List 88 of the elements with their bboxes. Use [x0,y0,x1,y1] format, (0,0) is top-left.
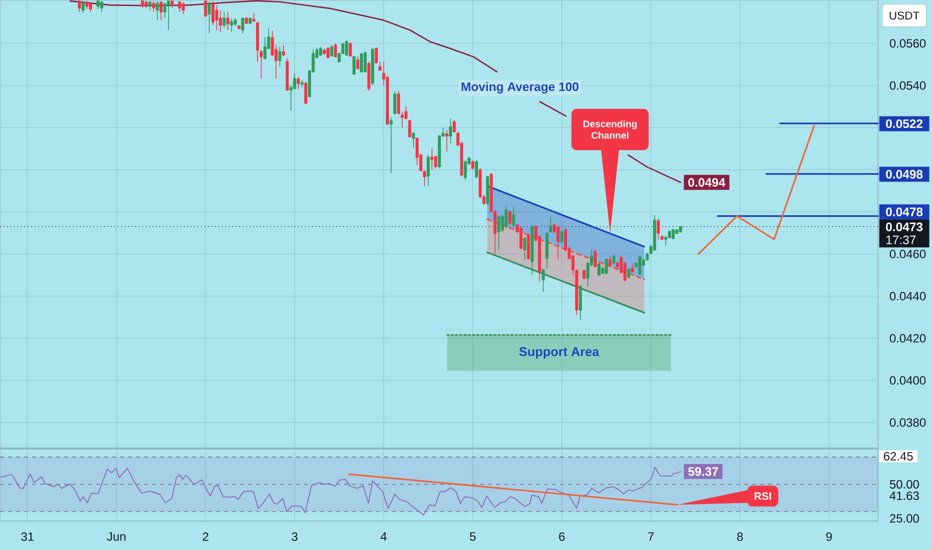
candlestick [448,118,452,144]
candlestick [530,224,534,276]
candlestick [672,228,675,240]
candlestick [656,218,660,241]
candlestick [215,4,218,31]
candlestick [497,214,500,250]
candlestick [578,284,582,320]
series-label: Moving Average 100 [462,82,578,94]
annotation: Descending Channel [584,120,637,139]
candlestick [630,262,634,273]
ref-line-label: 0.0473 [886,222,923,232]
candlestick [330,44,334,58]
candlestick [679,226,682,234]
y-axis-title: USDT [890,12,920,20]
candlestick [523,236,526,260]
x-tick-label: 9 [826,532,832,541]
x-tick-label: 7 [648,532,654,541]
x-tick-label: 5 [470,532,476,541]
candlestick [252,12,256,22]
candlestick [278,46,282,68]
data-label: 0.0498 [886,170,923,179]
candlestick [345,40,348,56]
y-tick-label: 0.0400 [890,376,926,385]
candlestick [296,76,300,90]
candlestick [474,160,478,179]
y-tick-label: 0.0540 [890,81,926,90]
candlestick [356,56,360,70]
text: 62.45 [884,452,913,461]
candlestick [230,18,234,32]
candlestick [653,214,656,252]
annotation: RSI [754,492,771,500]
candlestick [504,206,508,229]
candlestick [226,12,230,31]
candlestick [204,0,208,18]
candlestick [608,256,612,266]
candlestick [334,42,337,58]
candlestick [526,232,530,260]
y-tick-label: 41.63 [890,491,919,500]
candlestick [556,226,560,260]
candlestick [319,46,322,56]
x-tick-label: 6 [559,532,565,541]
candlestick [542,268,545,292]
candlestick [300,80,304,88]
x-tick-label: Jun [107,532,126,541]
y-tick-label: 0.0380 [890,418,926,427]
data-label: 59.37 [688,467,718,476]
data-label: 0.0494 [688,178,726,187]
candlestick [222,12,226,28]
x-tick-label: 3 [292,532,298,541]
candlestick [512,206,516,226]
y-tick-label: 25.00 [890,514,919,523]
candlestick [627,268,630,279]
candlestick [208,0,211,34]
candlestick [426,154,430,186]
candlestick [326,46,330,59]
x-tick-label: 2 [202,532,208,541]
candlestick [464,160,467,180]
candlestick [367,61,370,92]
candlestick [597,262,600,276]
series-label: Support Area [519,347,600,359]
data-label: 0.0478 [886,208,923,216]
candlestick [508,210,512,226]
candlestick [244,16,248,24]
x-tick-label: 4 [380,532,387,541]
x-tick-label: 31 [21,532,34,541]
y-tick-label: 0.0560 [890,39,926,48]
y-tick-label: 0.0460 [890,250,926,258]
candlestick [397,90,400,114]
candlestick [445,130,448,152]
candlestick [282,44,286,56]
candlestick [582,268,586,280]
candlestick [360,52,363,74]
candlestick [241,17,244,34]
candlestick [248,17,252,24]
candlestick [390,116,393,174]
y-tick-label: 0.0440 [890,292,926,300]
y-tick-label: 0.0420 [890,334,926,343]
y-tick-label: 50.00 [890,480,919,489]
candlestick [237,24,240,30]
text: 17:37 [886,236,916,244]
candlestick [520,226,523,250]
candlestick [322,48,326,55]
x-tick-label: 8 [737,532,743,541]
data-label: 0.0522 [886,119,923,128]
candlestick [660,234,664,241]
candlestick [430,148,434,170]
candlestick [412,132,415,149]
candlestick [604,258,608,274]
